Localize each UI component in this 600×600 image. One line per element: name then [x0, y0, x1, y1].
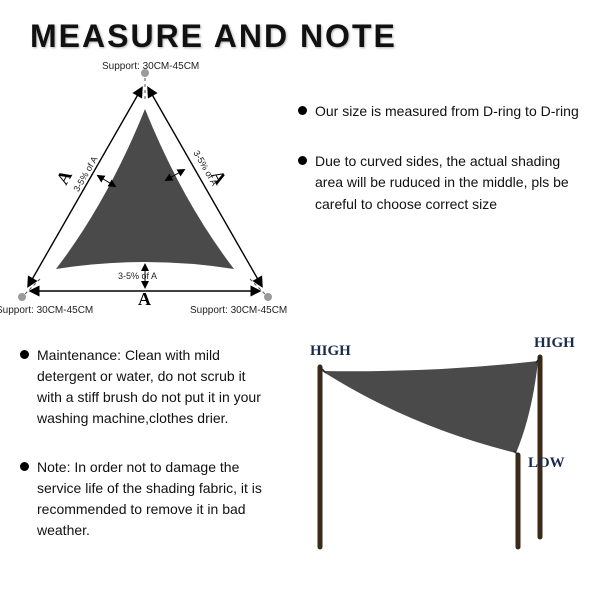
bullet-text: Maintenance: Clean with mild detergent o… [37, 345, 270, 429]
left-bullet-list: Maintenance: Clean with mild detergent o… [0, 337, 280, 569]
high-label-right: HIGH [534, 335, 575, 352]
support-label-top: Support: 30CM-45CM [102, 61, 199, 72]
upper-section: Support: 30CM-45CM Support: 30CM-45CM Su… [0, 61, 600, 321]
high-label-left: HIGH [310, 343, 351, 360]
edge-label-bottom: A [138, 289, 151, 310]
installation-height-diagram: HIGH HIGH LOW [280, 337, 600, 567]
support-label-left: Support: 30CM-45CM [0, 305, 93, 316]
bullet-item: Note: In order not to damage the service… [20, 457, 270, 541]
bullet-icon [298, 156, 307, 165]
percent-label-bottom: 3-5% of A [118, 271, 157, 281]
lower-section: Maintenance: Clean with mild detergent o… [0, 321, 600, 569]
bullet-item: Maintenance: Clean with mild detergent o… [20, 345, 270, 429]
bullet-icon [20, 462, 29, 471]
bullet-item: Our size is measured from D-ring to D-ri… [298, 101, 580, 123]
bullet-text: Our size is measured from D-ring to D-ri… [315, 101, 579, 123]
right-bullet-list: Our size is measured from D-ring to D-ri… [290, 61, 600, 321]
low-label: LOW [528, 455, 565, 472]
bullet-icon [298, 106, 307, 115]
bullet-item: Due to curved sides, the actual shading … [298, 151, 580, 216]
bullet-text: Due to curved sides, the actual shading … [315, 151, 580, 216]
page-title: MEASURE AND NOTE [0, 0, 600, 61]
bullet-icon [20, 350, 29, 359]
bullet-text: Note: In order not to damage the service… [37, 457, 270, 541]
triangle-measure-diagram: Support: 30CM-45CM Support: 30CM-45CM Su… [0, 61, 290, 321]
support-label-right: Support: 30CM-45CM [190, 305, 287, 316]
